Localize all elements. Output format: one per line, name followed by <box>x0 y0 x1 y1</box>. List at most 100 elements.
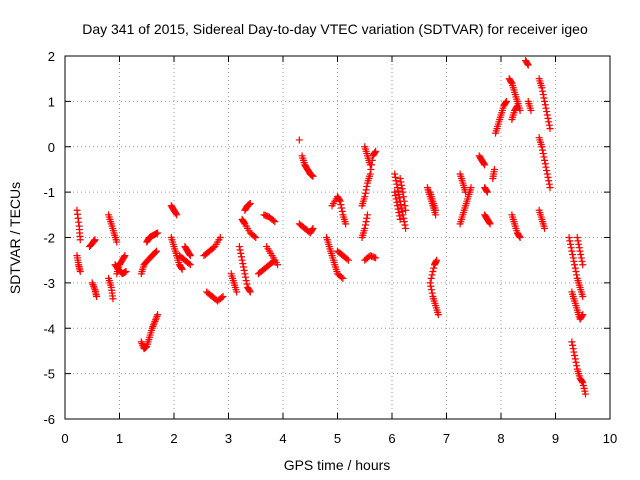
data-point <box>152 316 160 324</box>
data-point <box>395 209 403 217</box>
data-point <box>148 324 156 332</box>
data-point <box>398 181 406 189</box>
data-point <box>573 362 581 370</box>
data-point <box>154 311 162 319</box>
data-point <box>185 260 193 268</box>
data-point <box>481 161 489 169</box>
data-point <box>571 355 579 363</box>
data-point <box>433 256 441 264</box>
data-point <box>400 193 408 201</box>
data-point <box>539 146 547 154</box>
data-point <box>216 234 224 241</box>
data-point <box>392 177 400 185</box>
data-point <box>568 338 576 346</box>
data-point <box>544 114 552 122</box>
data-point <box>153 312 161 320</box>
data-point <box>366 161 374 169</box>
data-point <box>240 266 248 274</box>
data-point <box>121 252 129 260</box>
data-point <box>154 229 162 237</box>
data-point <box>219 292 227 300</box>
data-point <box>246 287 254 295</box>
data-point <box>581 390 589 398</box>
data-point <box>361 221 369 229</box>
data-point <box>574 237 582 245</box>
data-point <box>91 236 99 244</box>
data-point <box>578 257 586 265</box>
data-point <box>151 317 159 325</box>
data-point <box>486 220 494 228</box>
data-point <box>467 184 475 192</box>
data-point <box>400 218 408 226</box>
data-point <box>575 240 583 248</box>
data-point <box>338 207 346 215</box>
y-axis-label: SDTVAR / TECUs <box>7 182 23 294</box>
data-point <box>566 237 574 245</box>
data-point <box>490 165 498 173</box>
data-point <box>366 170 374 178</box>
data-point <box>241 270 249 278</box>
y-tick-label: 0 <box>48 140 55 155</box>
data-point <box>252 234 260 241</box>
data-point <box>541 156 549 164</box>
data-point <box>391 188 399 196</box>
data-point <box>541 160 549 168</box>
data-point <box>513 102 521 110</box>
x-tick-label: 5 <box>334 431 341 446</box>
data-point <box>569 254 577 262</box>
data-point <box>524 61 532 69</box>
data-point <box>394 205 402 213</box>
data-point <box>426 279 434 287</box>
data-point <box>367 165 375 173</box>
data-point <box>398 207 406 215</box>
data-point <box>233 288 241 296</box>
data-point <box>76 236 84 244</box>
data-point <box>363 182 371 190</box>
data-point <box>428 271 436 279</box>
data-point <box>309 172 317 180</box>
data-point <box>113 238 121 246</box>
data-point <box>427 274 435 282</box>
data-point <box>393 198 401 206</box>
chart-title: Day 341 of 2015, Sidereal Day-to-day VTE… <box>82 21 588 37</box>
data-point <box>545 118 553 126</box>
y-tick-label: -4 <box>43 321 55 336</box>
data-point <box>483 187 491 195</box>
data-point <box>573 271 581 279</box>
data-point <box>546 184 554 192</box>
y-tick-label: 2 <box>48 49 55 64</box>
data-point <box>545 121 553 129</box>
data-point <box>396 175 404 183</box>
data-point <box>394 187 402 195</box>
data-point <box>342 220 350 228</box>
data-point <box>336 197 344 205</box>
data-point <box>485 219 493 227</box>
data-point <box>361 189 369 197</box>
data-point <box>218 294 226 302</box>
data-point <box>239 260 247 268</box>
data-point <box>149 323 157 331</box>
x-tick-label: 8 <box>497 431 504 446</box>
data-point <box>545 177 553 185</box>
data-point <box>542 163 550 171</box>
data-point <box>546 125 554 133</box>
data-point <box>543 167 551 175</box>
data-point <box>539 150 547 158</box>
x-tick-label: 4 <box>279 431 286 446</box>
data-point <box>120 253 128 261</box>
data-point <box>398 185 406 193</box>
data-point <box>540 153 548 161</box>
data-point <box>172 210 180 218</box>
data-point <box>396 215 404 223</box>
data-point <box>250 232 258 240</box>
data-point <box>462 188 470 196</box>
data-point <box>238 256 246 264</box>
x-tick-label: 7 <box>443 431 450 446</box>
data-point <box>572 268 580 276</box>
data-point <box>235 243 243 251</box>
data-point <box>569 345 577 353</box>
data-point <box>577 254 585 262</box>
data-point <box>543 170 551 178</box>
data-point <box>543 111 551 119</box>
data-point <box>153 247 161 255</box>
